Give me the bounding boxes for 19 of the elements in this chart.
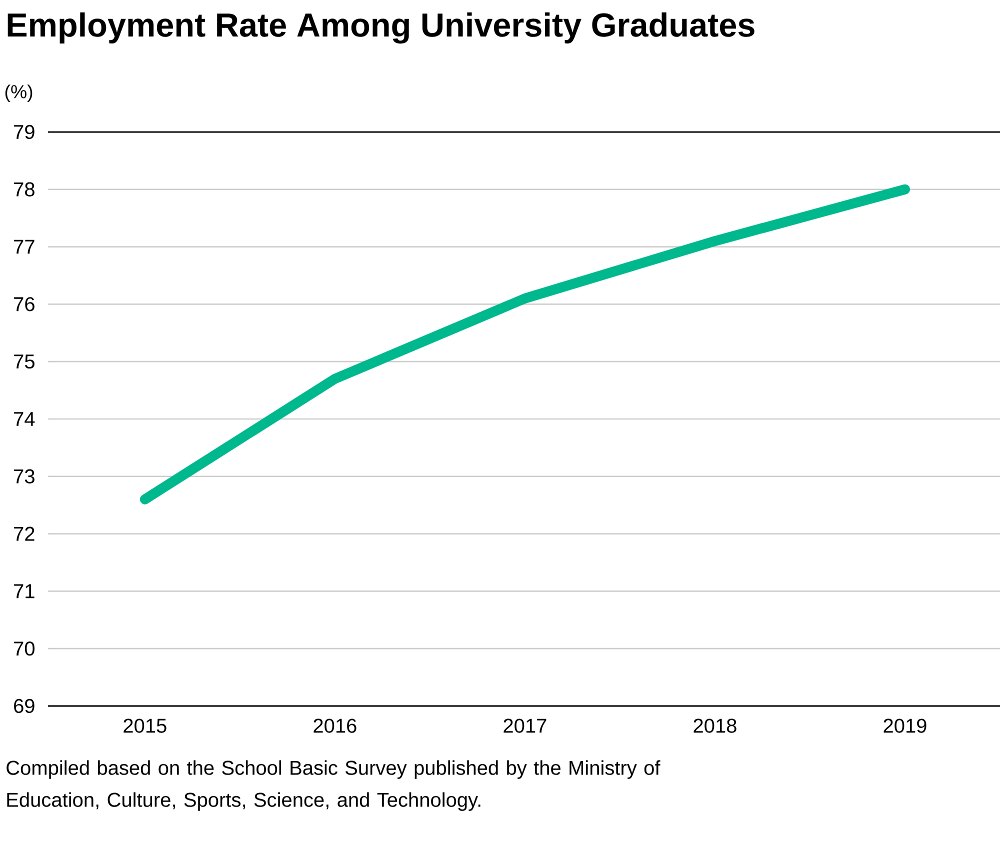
y-axis-title: (%) xyxy=(5,84,32,102)
y-tick-label: 73 xyxy=(14,469,34,484)
text: Compiled based on the School Basic Survey published by the Ministry of Education, Culture, Sports, Science, and Technology. xyxy=(6,760,660,811)
chart-title: Employment Rate Among University Graduates xyxy=(8,12,754,44)
x-tick-label: 2017 xyxy=(504,718,546,733)
y-tick-label: 72 xyxy=(14,526,34,541)
x-tick-label: 2015 xyxy=(124,718,166,733)
y-tick-label: 70 xyxy=(14,642,34,656)
x-tick-label: 2016 xyxy=(314,718,356,733)
x-tick-label: 2019 xyxy=(884,718,926,733)
y-tick-label: 71 xyxy=(14,584,34,598)
y-tick-label: 76 xyxy=(14,297,34,312)
y-tick-label: 75 xyxy=(14,354,34,369)
y-tick-label: 74 xyxy=(14,412,35,426)
x-tick-label: 2018 xyxy=(694,718,736,733)
y-tick-label: 79 xyxy=(14,124,34,140)
y-tick-label: 77 xyxy=(14,240,34,254)
y-tick-label: 78 xyxy=(14,182,34,196)
y-tick-label: 69 xyxy=(14,698,34,714)
